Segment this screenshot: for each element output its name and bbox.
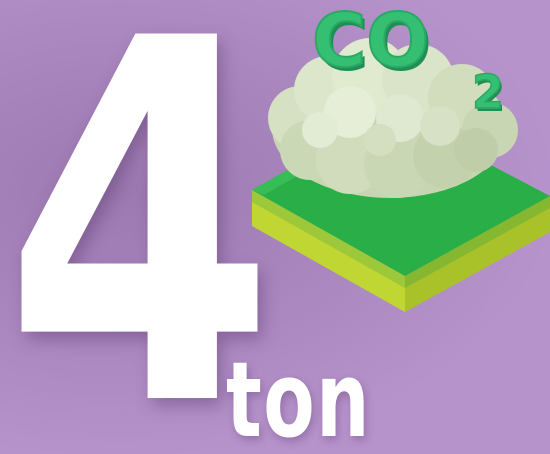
unit-label: ton (226, 339, 371, 454)
co2-main-shadow: CO (315, 2, 432, 88)
co2-label: CO CO 2 2 (311, 0, 506, 122)
co2-cloud-over-grass-tile-icon: CO CO 2 2 (252, 0, 550, 312)
co2-sub-text: 2 (472, 65, 504, 119)
big-number: 4 (4, 0, 276, 454)
co2-main-text: CO (312, 0, 429, 84)
co2-sub-shadow: 2 (474, 68, 506, 122)
smoke-cloud (268, 38, 518, 198)
